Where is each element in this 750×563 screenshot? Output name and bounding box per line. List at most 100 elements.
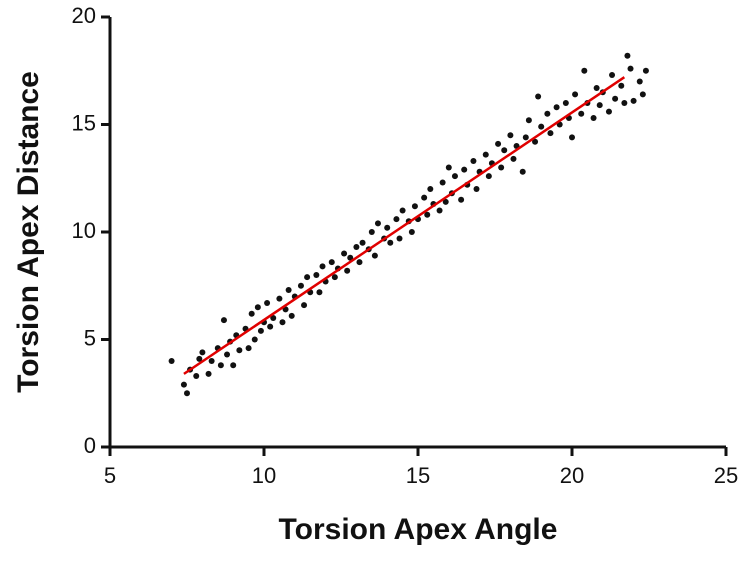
point bbox=[596, 102, 603, 109]
y-tick-label: 5 bbox=[84, 325, 96, 350]
point bbox=[522, 134, 529, 141]
x-tick-label: 10 bbox=[252, 463, 276, 488]
point bbox=[344, 267, 351, 274]
point bbox=[353, 244, 360, 251]
point bbox=[408, 229, 415, 235]
point bbox=[276, 295, 283, 302]
point bbox=[399, 207, 406, 214]
point bbox=[451, 173, 458, 180]
point bbox=[636, 78, 643, 85]
point bbox=[264, 299, 271, 306]
point bbox=[562, 100, 569, 106]
point bbox=[495, 140, 502, 147]
x-tick-label: 25 bbox=[714, 463, 738, 488]
point bbox=[396, 235, 403, 242]
point bbox=[331, 274, 338, 281]
point bbox=[371, 252, 378, 259]
point bbox=[639, 91, 646, 98]
y-axis-title: Torsion Apex Distance bbox=[12, 71, 45, 393]
point bbox=[254, 304, 261, 311]
point bbox=[356, 259, 363, 266]
point bbox=[199, 349, 206, 356]
point bbox=[624, 52, 631, 59]
point bbox=[180, 381, 187, 388]
point bbox=[572, 91, 579, 98]
point bbox=[224, 351, 231, 358]
point bbox=[436, 207, 443, 214]
point bbox=[578, 110, 585, 117]
y-tick-label: 10 bbox=[72, 218, 96, 243]
point bbox=[538, 123, 545, 130]
point bbox=[341, 250, 348, 257]
x-tick-label: 20 bbox=[560, 463, 584, 488]
point bbox=[424, 211, 431, 218]
point bbox=[297, 282, 304, 289]
point bbox=[473, 186, 480, 192]
fit-line bbox=[183, 76, 626, 375]
point bbox=[217, 362, 224, 369]
point bbox=[347, 254, 354, 261]
point bbox=[627, 65, 634, 72]
point bbox=[374, 220, 381, 227]
point bbox=[421, 194, 428, 201]
point bbox=[498, 164, 505, 171]
y-tick-label: 0 bbox=[84, 433, 96, 458]
point bbox=[427, 186, 434, 192]
point bbox=[485, 173, 492, 180]
y-tick-label: 20 bbox=[72, 3, 96, 28]
point bbox=[544, 110, 551, 117]
point bbox=[482, 151, 489, 158]
point bbox=[257, 327, 264, 334]
point bbox=[230, 362, 237, 369]
point bbox=[196, 355, 203, 362]
point bbox=[581, 67, 588, 74]
point bbox=[442, 198, 449, 205]
point bbox=[519, 168, 526, 175]
point bbox=[393, 216, 400, 223]
point bbox=[618, 82, 625, 89]
point bbox=[384, 224, 391, 231]
point bbox=[445, 164, 452, 171]
point bbox=[532, 138, 539, 145]
x-tick-label: 5 bbox=[104, 463, 116, 488]
point bbox=[288, 312, 295, 319]
point bbox=[208, 358, 215, 364]
point bbox=[590, 115, 597, 122]
point bbox=[205, 370, 212, 377]
point bbox=[593, 84, 600, 91]
point bbox=[168, 358, 175, 364]
point bbox=[301, 302, 308, 309]
point bbox=[267, 323, 274, 330]
point bbox=[304, 274, 311, 281]
y-tick-label: 15 bbox=[72, 110, 96, 135]
point bbox=[612, 95, 619, 102]
point bbox=[184, 390, 190, 397]
x-tick-label: 15 bbox=[406, 463, 430, 488]
point bbox=[642, 67, 649, 74]
point bbox=[193, 373, 200, 380]
point bbox=[270, 315, 277, 321]
point bbox=[236, 347, 243, 354]
point bbox=[439, 179, 446, 186]
point bbox=[609, 72, 616, 79]
point bbox=[630, 97, 637, 104]
point bbox=[525, 117, 532, 124]
point bbox=[368, 229, 375, 235]
point bbox=[535, 93, 542, 100]
point bbox=[359, 239, 366, 246]
point bbox=[621, 100, 628, 106]
point bbox=[411, 203, 418, 210]
point bbox=[569, 134, 575, 141]
point bbox=[387, 239, 394, 246]
point bbox=[461, 166, 468, 173]
point bbox=[553, 104, 560, 111]
point bbox=[328, 259, 335, 266]
point bbox=[313, 272, 320, 278]
point bbox=[279, 319, 286, 326]
point bbox=[501, 147, 508, 154]
point bbox=[245, 345, 252, 352]
point bbox=[251, 336, 258, 343]
point bbox=[458, 196, 465, 203]
point bbox=[248, 310, 255, 317]
